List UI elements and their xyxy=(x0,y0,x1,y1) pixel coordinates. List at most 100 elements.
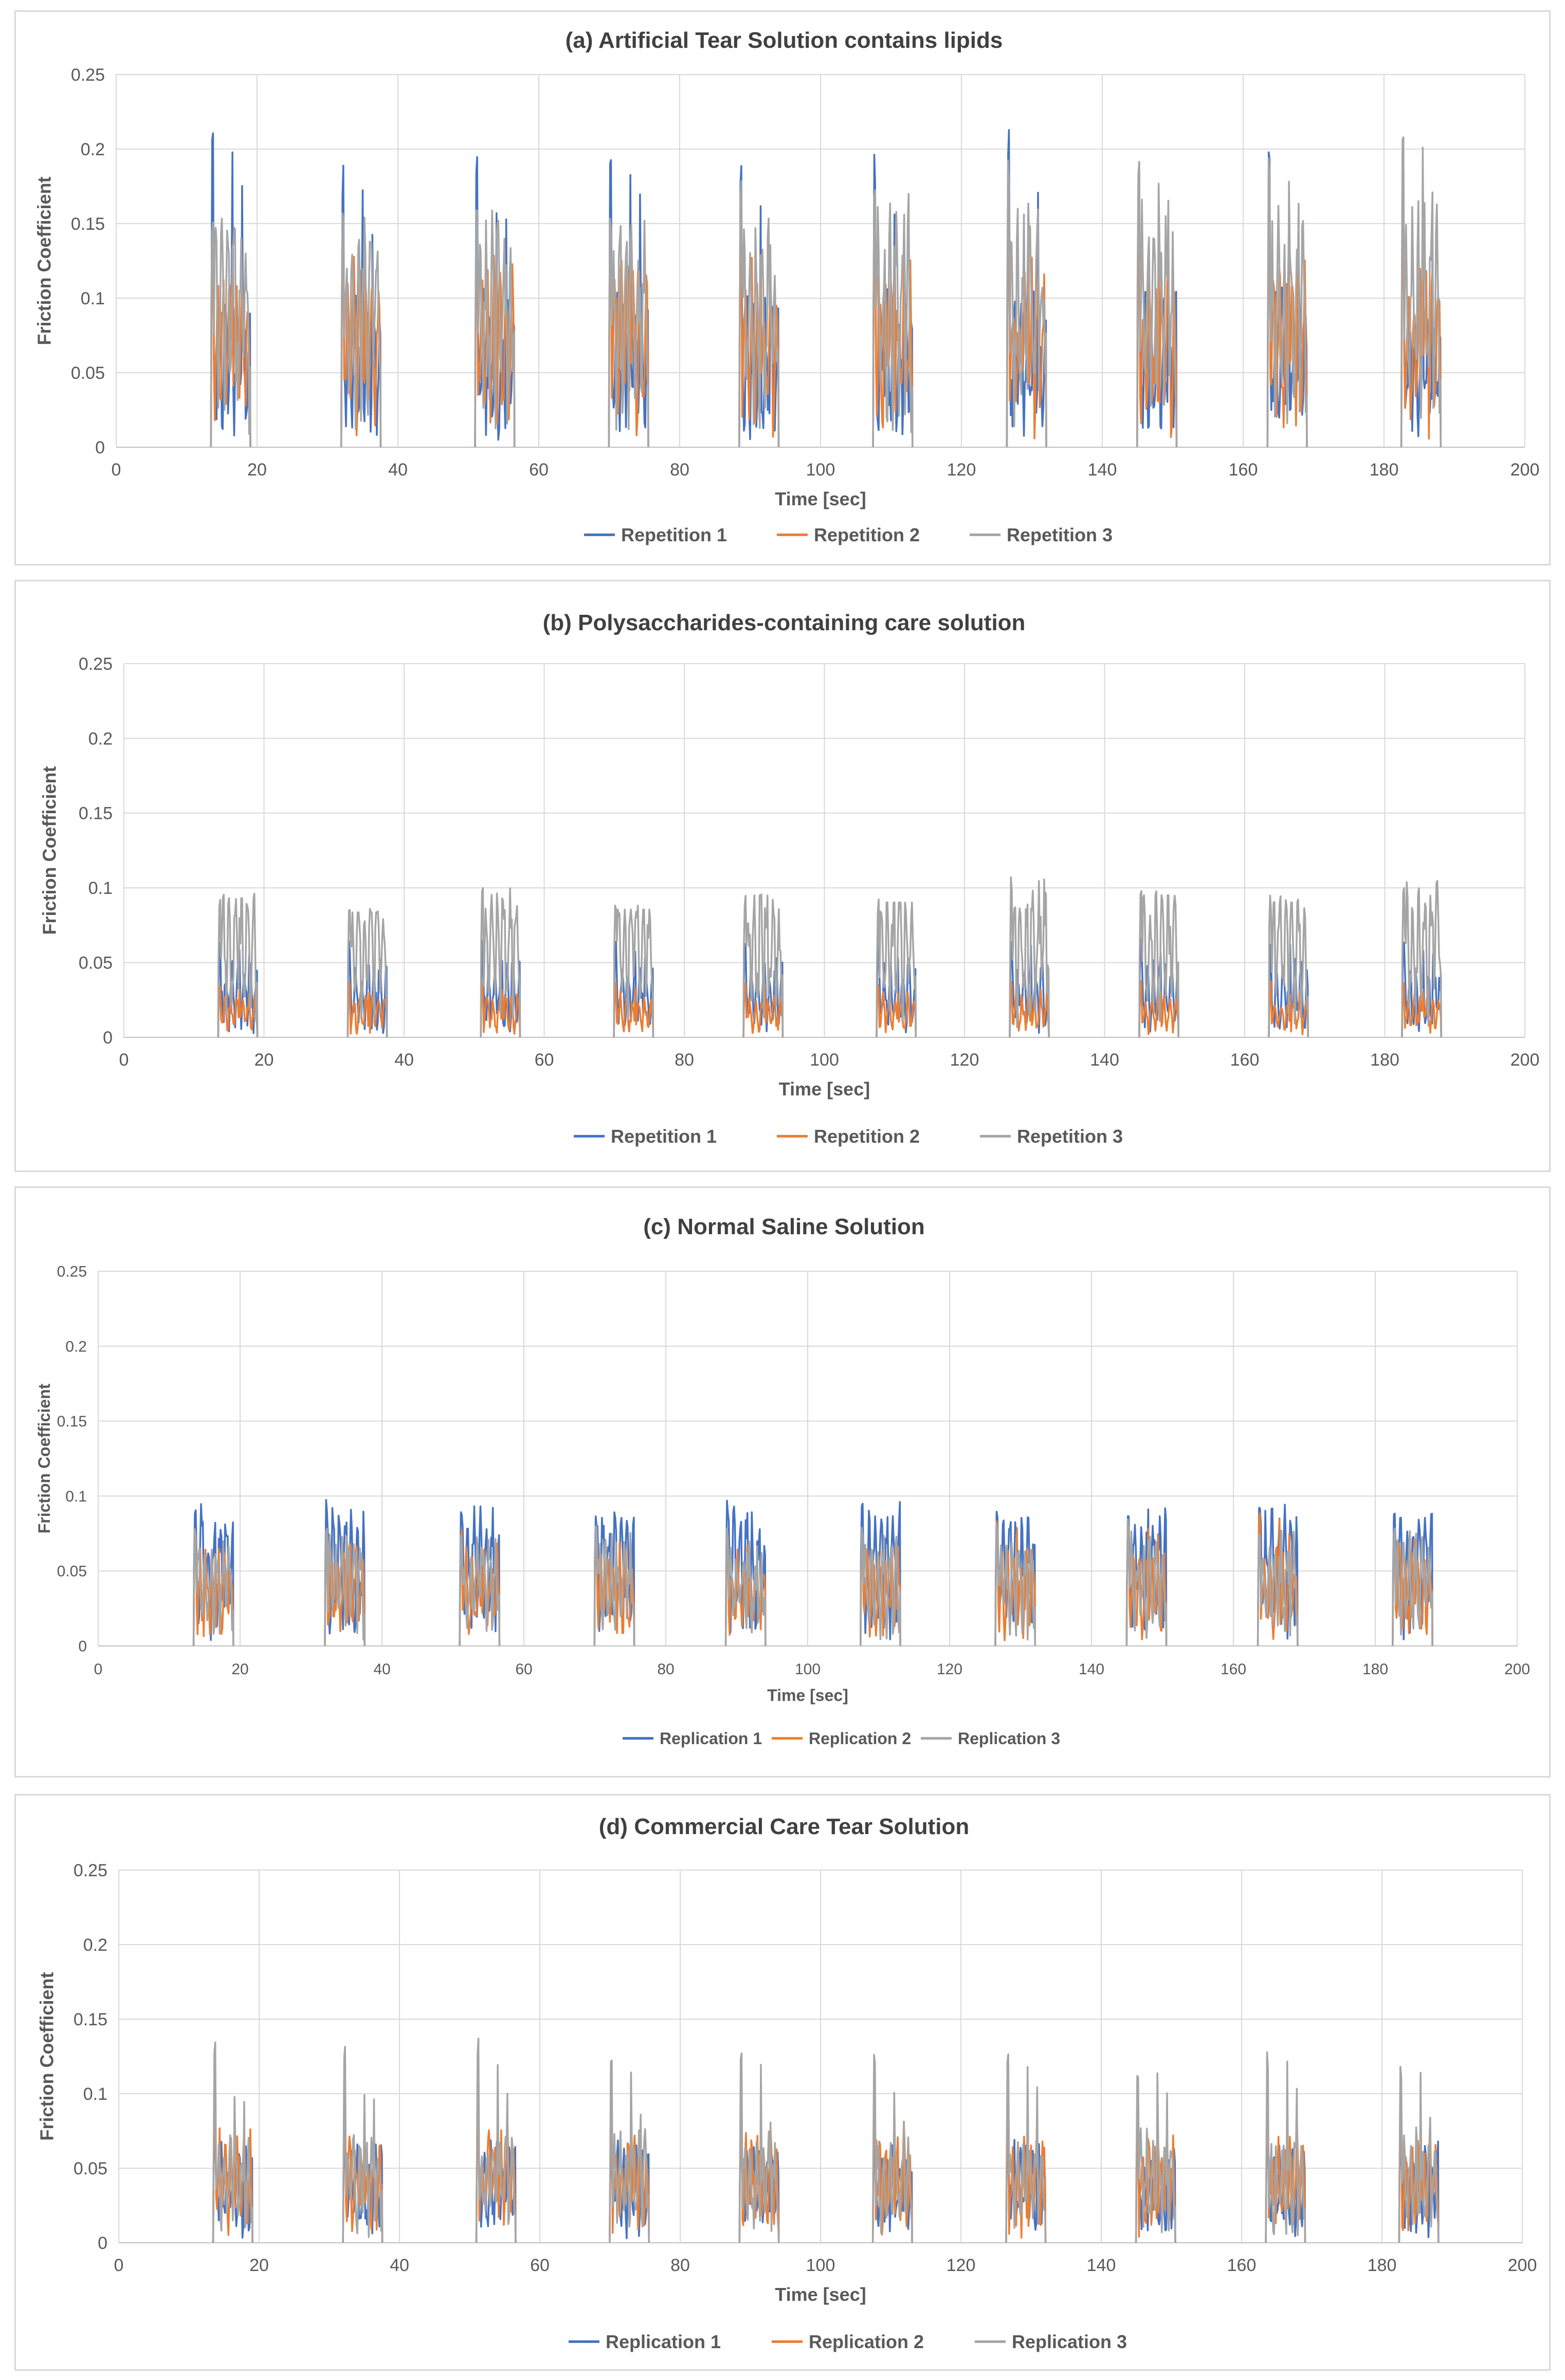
x-tick-label: 160 xyxy=(1227,2256,1257,2275)
x-tick-label: 200 xyxy=(1508,2256,1537,2275)
x-tick-label: 160 xyxy=(1230,1050,1260,1070)
series-line xyxy=(192,1512,1433,1646)
x-tick-label: 40 xyxy=(373,1661,390,1678)
x-tick-label: 0 xyxy=(112,460,121,480)
y-tick-label: 0.2 xyxy=(65,1338,87,1355)
legend-label: Replication 2 xyxy=(809,1729,911,1748)
x-tick-label: 120 xyxy=(937,1661,962,1678)
x-axis-label: Time [sec] xyxy=(775,488,866,509)
y-axis-label: Friction Coefficient xyxy=(35,1383,53,1533)
x-tick-label: 180 xyxy=(1362,1661,1388,1678)
y-tick-label: 0 xyxy=(95,438,105,457)
x-tick-label: 180 xyxy=(1370,460,1399,480)
series-line xyxy=(210,129,1442,447)
y-tick-label: 0.15 xyxy=(57,1413,87,1430)
x-tick-label: 20 xyxy=(247,460,267,480)
legend-label: Replication 3 xyxy=(958,1729,1060,1748)
x-tick-label: 200 xyxy=(1504,1661,1530,1678)
legend-label: Replication 2 xyxy=(809,2331,924,2352)
x-tick-label: 120 xyxy=(947,2256,976,2275)
chart-svg-c: (c) Normal Saline Solution 0 0.05 0.1 0.15 0.… xyxy=(35,1214,1530,1748)
series-line xyxy=(217,980,1442,1037)
legend-label: Repetition 3 xyxy=(1017,1126,1123,1147)
y-tick-label: 0 xyxy=(98,2233,107,2253)
y-axis-label: Friction Coefficient xyxy=(39,766,60,935)
y-tick-label: 0.05 xyxy=(57,1563,87,1580)
series-line xyxy=(192,1518,1433,1646)
x-tick-label: 120 xyxy=(947,460,976,480)
x-tick-label: 80 xyxy=(657,1661,674,1678)
legend-label: Replication 1 xyxy=(606,2331,721,2352)
x-tick-label: 60 xyxy=(530,2256,550,2275)
chart-svg-a: (a) Artificial Tear Solution contains li… xyxy=(34,28,1540,545)
y-tick-label: 0.2 xyxy=(83,1935,107,1955)
series-line xyxy=(217,938,1442,1037)
legend-label: Repetition 2 xyxy=(814,1126,920,1147)
series-line xyxy=(210,136,1442,447)
x-tick-label: 100 xyxy=(795,1661,821,1678)
x-tick-label: 180 xyxy=(1370,1050,1399,1070)
series-line xyxy=(210,190,1442,447)
y-tick-label: 0.25 xyxy=(57,1264,87,1280)
x-tick-label: 40 xyxy=(390,2256,409,2275)
y-axis-label: Friction Coefficient xyxy=(34,176,55,345)
y-tick-label: 0.1 xyxy=(88,878,113,898)
x-tick-label: 140 xyxy=(1088,460,1117,480)
x-tick-label: 100 xyxy=(806,2256,835,2275)
chart-svg-d: (d) Commercial Care Tear Solution 0 0.05 0.… xyxy=(37,1814,1537,2352)
x-tick-label: 0 xyxy=(114,2256,124,2275)
x-tick-label: 20 xyxy=(254,1050,274,1070)
y-tick-label: 0.1 xyxy=(81,289,105,308)
y-tick-label: 0.2 xyxy=(88,729,113,748)
chart-panel-a: (a) Artificial Tear Solution contains li… xyxy=(14,10,1551,565)
x-tick-label: 140 xyxy=(1079,1661,1104,1678)
x-tick-label: 100 xyxy=(806,460,835,480)
y-axis-label: Friction Coefficient xyxy=(37,1972,58,2140)
chart-svg-b: (b) Polysaccharides-containing care solu… xyxy=(39,610,1540,1147)
legend-label: Repetition 3 xyxy=(1007,524,1113,545)
x-tick-label: 140 xyxy=(1087,2256,1116,2275)
x-tick-label: 140 xyxy=(1090,1050,1119,1070)
x-tick-label: 60 xyxy=(515,1661,532,1678)
series-line xyxy=(212,2124,1440,2243)
chart-title: (a) Artificial Tear Solution contains li… xyxy=(566,28,1003,53)
series-line xyxy=(212,2094,1440,2243)
x-tick-label: 40 xyxy=(388,460,408,480)
x-tick-label: 20 xyxy=(231,1661,248,1678)
chart-title: (c) Normal Saline Solution xyxy=(643,1214,925,1239)
x-tick-label: 20 xyxy=(249,2256,269,2275)
x-tick-label: 80 xyxy=(670,460,689,480)
x-axis-label: Time [sec] xyxy=(775,2284,866,2305)
chart-title: (d) Commercial Care Tear Solution xyxy=(599,1814,969,1839)
legend-label: Repetition 1 xyxy=(621,524,727,545)
y-tick-label: 0.25 xyxy=(71,65,105,85)
chart-panel-d: (d) Commercial Care Tear Solution 0 0.05 0.… xyxy=(14,1794,1551,2371)
legend-label: Replication 3 xyxy=(1012,2331,1127,2352)
y-tick-label: 0 xyxy=(78,1638,87,1655)
chart-panel-c: (c) Normal Saline Solution 0 0.05 0.1 0.15 0.… xyxy=(14,1186,1551,1778)
x-tick-label: 160 xyxy=(1229,460,1258,480)
y-tick-label: 0.1 xyxy=(65,1488,87,1505)
x-tick-label: 120 xyxy=(950,1050,979,1070)
y-tick-label: 0.05 xyxy=(79,954,113,973)
x-axis-label: Time [sec] xyxy=(767,1686,848,1705)
y-tick-label: 0.05 xyxy=(71,363,105,383)
y-tick-label: 0.15 xyxy=(71,214,105,234)
x-tick-label: 180 xyxy=(1368,2256,1397,2275)
y-tick-label: 0.05 xyxy=(74,2159,107,2178)
legend-label: Replication 1 xyxy=(660,1729,762,1748)
x-tick-label: 80 xyxy=(675,1050,694,1070)
x-tick-label: 80 xyxy=(670,2256,690,2275)
series-line xyxy=(217,876,1442,1037)
x-tick-label: 40 xyxy=(394,1050,414,1070)
x-tick-label: 0 xyxy=(94,1661,103,1678)
legend-label: Repetition 2 xyxy=(814,524,920,545)
chart-title: (b) Polysaccharides-containing care solu… xyxy=(543,610,1026,635)
series-line xyxy=(192,1499,1433,1646)
y-tick-label: 0 xyxy=(103,1028,113,1048)
x-tick-label: 200 xyxy=(1511,1050,1540,1070)
y-tick-label: 0.1 xyxy=(83,2084,107,2104)
y-tick-label: 0.15 xyxy=(74,2010,107,2029)
y-tick-label: 0.25 xyxy=(79,654,113,674)
y-tick-label: 0.25 xyxy=(74,1861,107,1880)
